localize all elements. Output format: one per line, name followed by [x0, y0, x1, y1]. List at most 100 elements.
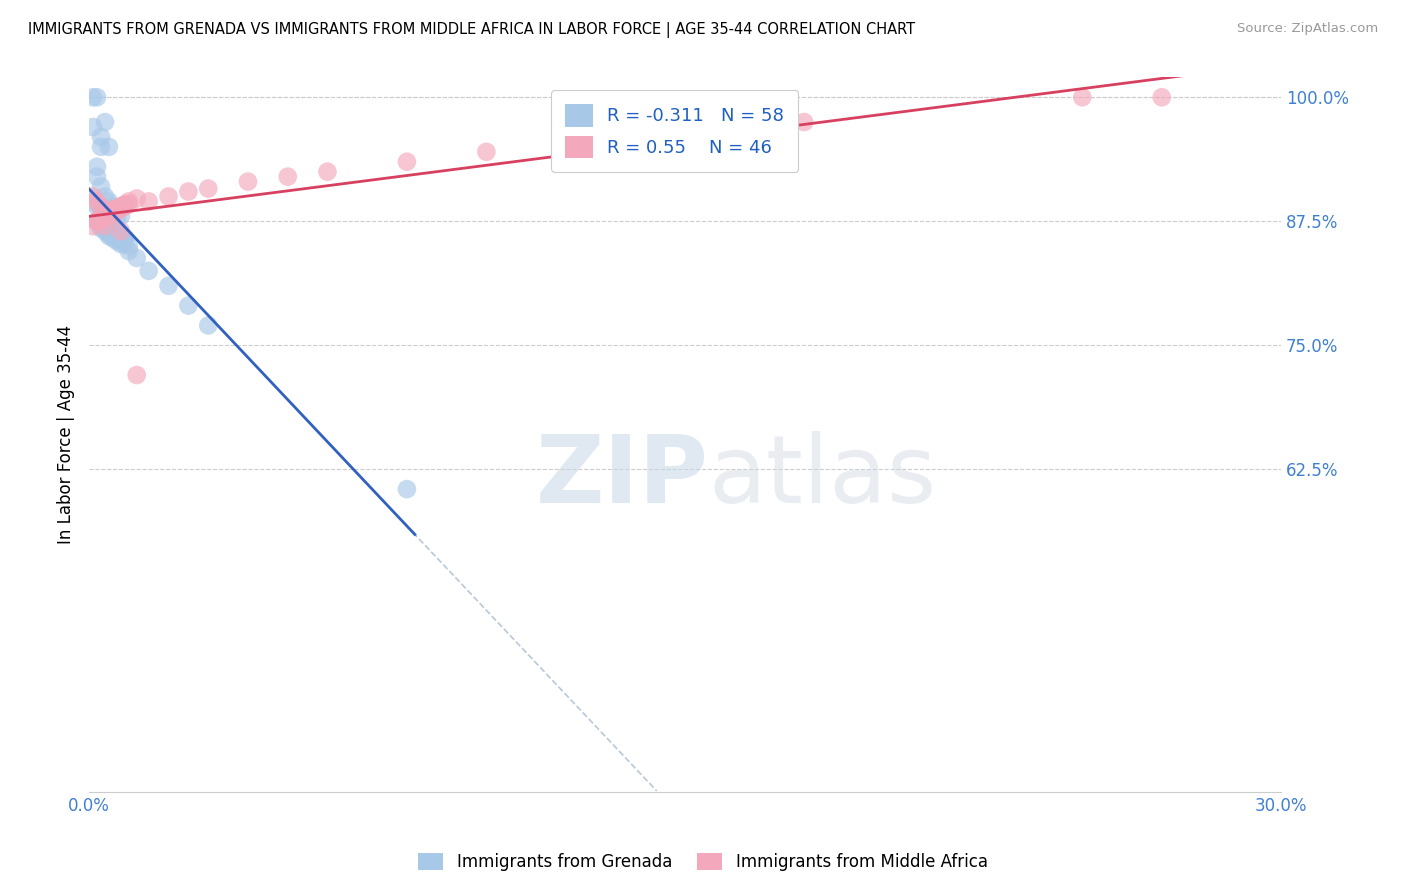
Point: [97, 207, 120, 221]
Point: [1150, 90, 1173, 104]
Point: [101, 227, 124, 242]
Point: [177, 299, 200, 313]
Point: [114, 231, 136, 245]
Point: [94, 189, 117, 203]
Point: [105, 204, 128, 219]
Point: [125, 191, 148, 205]
Text: ZIP: ZIP: [536, 432, 709, 524]
Point: [101, 210, 124, 224]
Point: [97, 206, 120, 220]
Point: [105, 234, 128, 248]
Point: [105, 204, 128, 219]
Point: [1071, 90, 1094, 104]
Point: [97, 229, 120, 244]
Point: [554, 135, 576, 149]
Point: [82, 189, 104, 203]
Point: [110, 210, 132, 224]
Point: [94, 204, 117, 219]
Point: [82, 194, 104, 209]
Point: [90, 130, 112, 145]
Point: [97, 194, 120, 209]
Point: [101, 202, 124, 217]
Point: [673, 125, 696, 139]
Point: [110, 227, 132, 242]
Point: [110, 229, 132, 244]
Legend: Immigrants from Grenada, Immigrants from Middle Africa: Immigrants from Grenada, Immigrants from…: [411, 845, 995, 880]
Point: [118, 197, 141, 211]
Point: [177, 185, 200, 199]
Point: [793, 115, 815, 129]
Point: [86, 214, 108, 228]
Point: [90, 219, 112, 234]
Point: [110, 202, 132, 216]
Point: [90, 199, 112, 213]
Point: [105, 211, 128, 226]
Point: [114, 197, 136, 211]
Y-axis label: In Labor Force | Age 35-44: In Labor Force | Age 35-44: [58, 325, 75, 544]
Point: [82, 120, 104, 134]
Point: [236, 175, 259, 189]
Point: [94, 221, 117, 235]
Point: [94, 207, 117, 221]
Point: [105, 202, 128, 216]
Point: [101, 231, 124, 245]
Point: [86, 194, 108, 209]
Point: [94, 219, 117, 234]
Point: [157, 278, 180, 293]
Point: [125, 251, 148, 265]
Point: [114, 231, 136, 245]
Point: [395, 482, 418, 496]
Text: IMMIGRANTS FROM GRENADA VS IMMIGRANTS FROM MIDDLE AFRICA IN LABOR FORCE | AGE 35: IMMIGRANTS FROM GRENADA VS IMMIGRANTS FR…: [28, 22, 915, 38]
Point: [86, 90, 108, 104]
Point: [395, 154, 418, 169]
Point: [197, 181, 219, 195]
Point: [105, 224, 128, 238]
Point: [94, 219, 117, 234]
Point: [97, 210, 120, 224]
Point: [90, 221, 112, 235]
Point: [157, 189, 180, 203]
Point: [94, 211, 117, 226]
Point: [105, 227, 128, 242]
Point: [90, 179, 112, 194]
Point: [86, 160, 108, 174]
Point: [101, 204, 124, 219]
Point: [86, 199, 108, 213]
Point: [97, 140, 120, 154]
Point: [105, 231, 128, 245]
Point: [138, 264, 160, 278]
Point: [197, 318, 219, 333]
Point: [101, 224, 124, 238]
Point: [90, 202, 112, 216]
Point: [118, 194, 141, 209]
Point: [90, 214, 112, 228]
Point: [82, 90, 104, 104]
Point: [86, 214, 108, 228]
Point: [110, 224, 132, 238]
Point: [94, 224, 117, 238]
Point: [118, 239, 141, 253]
Point: [86, 214, 108, 228]
Point: [475, 145, 498, 159]
Point: [97, 224, 120, 238]
Point: [94, 214, 117, 228]
Point: [110, 234, 132, 248]
Point: [82, 219, 104, 234]
Point: [97, 221, 120, 235]
Point: [105, 202, 128, 217]
Point: [90, 210, 112, 224]
Point: [138, 194, 160, 209]
Point: [101, 219, 124, 234]
Point: [97, 227, 120, 242]
Text: Source: ZipAtlas.com: Source: ZipAtlas.com: [1237, 22, 1378, 36]
Legend: R = -0.311   N = 58, R = 0.55    N = 46: R = -0.311 N = 58, R = 0.55 N = 46: [551, 90, 799, 172]
Point: [118, 244, 141, 258]
Point: [101, 207, 124, 221]
Point: [110, 199, 132, 213]
Point: [97, 217, 120, 231]
Point: [114, 199, 136, 213]
Point: [86, 169, 108, 184]
Point: [316, 164, 339, 178]
Point: [90, 140, 112, 154]
Point: [90, 216, 112, 230]
